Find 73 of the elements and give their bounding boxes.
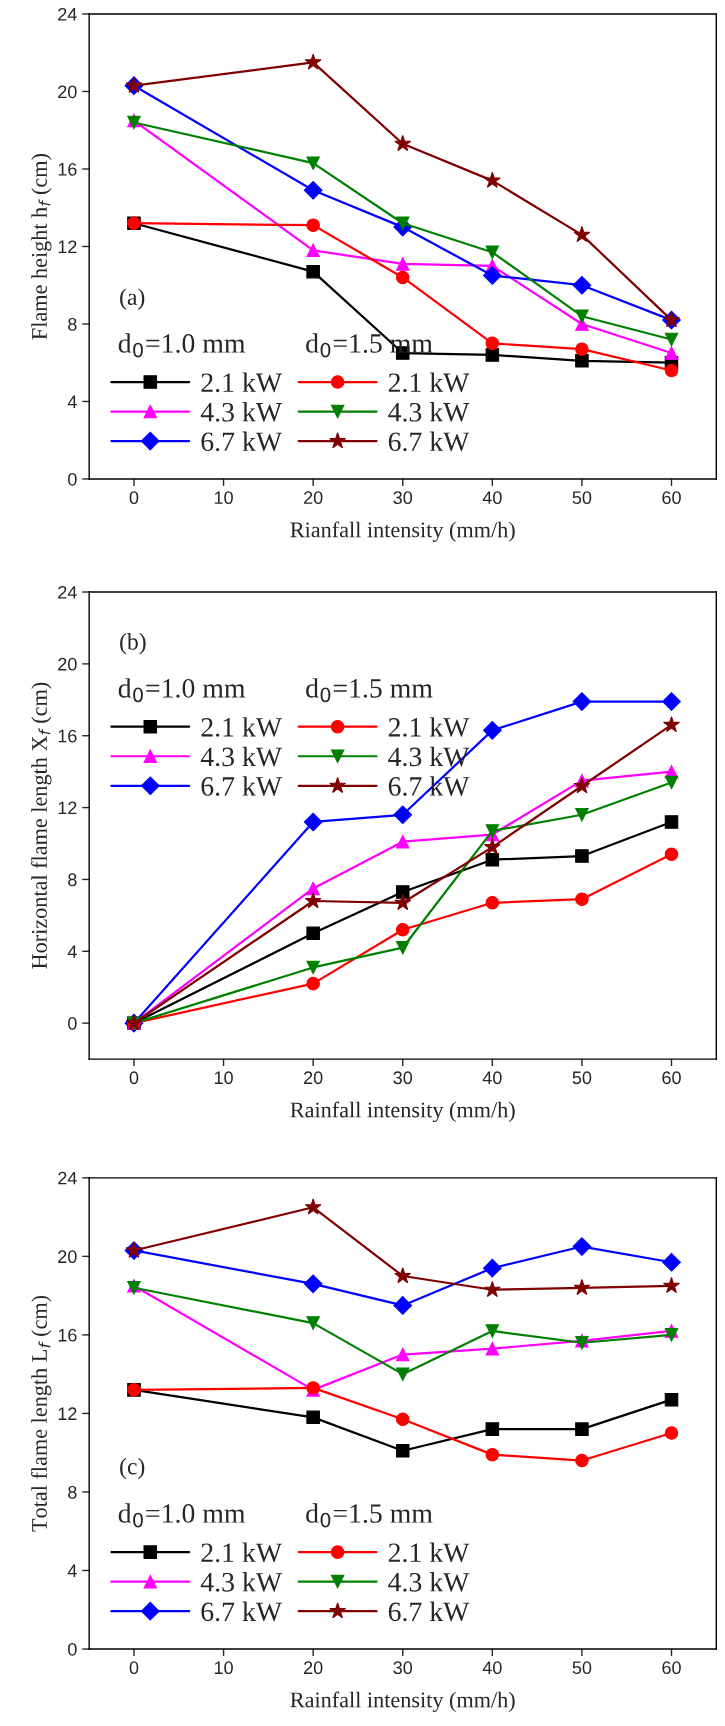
annotation: (b)	[120, 633, 146, 655]
legend-label: 4.3 kW	[388, 1572, 470, 1592]
y-tick-label: 8	[68, 317, 77, 331]
x-tick-label: 40	[482, 491, 502, 505]
legend-label: 6.7 kW	[201, 776, 282, 796]
x-tick-label: 30	[393, 1071, 413, 1085]
y-tick-label: 20	[58, 1250, 77, 1264]
annotation: d$_{0}$=1.0 mm	[118, 1503, 246, 1528]
y-tick-label: 0	[68, 1017, 77, 1030]
x-axis-title: Rainfall intensity (mm/h)	[290, 1691, 515, 1712]
x-tick-label: 10	[214, 1071, 233, 1085]
legend-label: 2.1 kW	[388, 717, 470, 737]
y-tick-label: 4	[67, 395, 77, 409]
legend-label: 6.7 kW	[388, 431, 470, 452]
x-axis-title: Rianfall intensity (mm/h)	[290, 521, 515, 542]
y-tick-label: 8	[68, 873, 77, 887]
y-tick-label: 4	[67, 945, 77, 958]
y-axis-title: Total flame length L$_{f}$ (cm)	[31, 1295, 52, 1532]
x-tick-label: 50	[572, 1661, 592, 1675]
y-tick-label: 12	[58, 801, 77, 815]
x-tick-label: 30	[393, 1661, 413, 1675]
y-tick-label: 0	[68, 472, 77, 486]
x-tick-label: 0	[129, 1071, 139, 1085]
annotation: d$_{0}$=1.5 mm	[306, 1503, 433, 1528]
x-tick-label: 20	[304, 491, 323, 505]
y-tick-label: 24	[58, 1171, 77, 1185]
annotation: (a)	[120, 288, 145, 310]
y-tick-label: 20	[58, 85, 77, 99]
legend-label: 4.3 kW	[200, 402, 282, 422]
y-tick-label: 24	[58, 585, 77, 599]
x-tick-label: 60	[662, 491, 681, 505]
y-tick-label: 0	[68, 1642, 77, 1656]
x-tick-label: 0	[129, 491, 139, 505]
annotation: d$_{0}$=1.0 mm	[118, 333, 246, 358]
legend-label: 4.3 kW	[200, 746, 282, 767]
y-tick-label: 16	[58, 1328, 77, 1342]
annotation: d$_{0}$=1.5 mm	[306, 678, 433, 703]
legend-label: 4.3 kW	[388, 402, 470, 422]
legend-label: 2.1 kW	[388, 1542, 470, 1563]
x-tick-label: 10	[214, 1661, 233, 1675]
legend-label: 6.7 kW	[388, 776, 470, 796]
y-tick-label: 12	[58, 240, 77, 254]
x-tick-label: 60	[662, 1071, 681, 1085]
x-tick-label: 40	[482, 1661, 502, 1675]
legend-label: 4.3 kW	[200, 1572, 282, 1592]
x-tick-label: 30	[393, 491, 413, 505]
legend-label: 2.1 kW	[201, 717, 282, 737]
annotation: (c)	[120, 1457, 145, 1480]
x-tick-label: 50	[572, 491, 592, 505]
legend-label: 2.1 kW	[201, 1542, 282, 1563]
y-tick-label: 16	[58, 729, 77, 743]
y-axis-title: Flame height h$_{f}$ (cm)	[31, 154, 52, 340]
y-tick-label: 20	[58, 657, 77, 671]
x-tick-label: 40	[482, 1071, 502, 1085]
x-tick-label: 60	[662, 1661, 681, 1675]
y-tick-label: 12	[58, 1407, 77, 1420]
x-tick-label: 10	[214, 491, 233, 505]
y-axis-title: Horizontal flame length X$_{f}$ (cm)	[31, 682, 52, 969]
legend-label: 6.7 kW	[388, 1601, 470, 1622]
x-tick-label: 0	[129, 1661, 139, 1675]
x-axis-title: Rainfall intensity (mm/h)	[290, 1101, 515, 1123]
legend-label: 6.7 kW	[201, 431, 282, 452]
x-tick-label: 50	[572, 1071, 592, 1085]
y-tick-label: 24	[58, 7, 77, 21]
legend-label: 6.7 kW	[201, 1601, 282, 1622]
annotation: d$_{0}$=1.0 mm	[118, 678, 246, 703]
legend-label: 2.1 kW	[388, 372, 470, 393]
x-tick-label: 20	[304, 1661, 323, 1675]
x-tick-label: 20	[304, 1071, 323, 1085]
legend-label: 2.1 kW	[201, 372, 282, 393]
y-tick-label: 16	[58, 162, 77, 176]
y-tick-label: 4	[67, 1564, 77, 1578]
y-tick-label: 8	[68, 1485, 77, 1499]
